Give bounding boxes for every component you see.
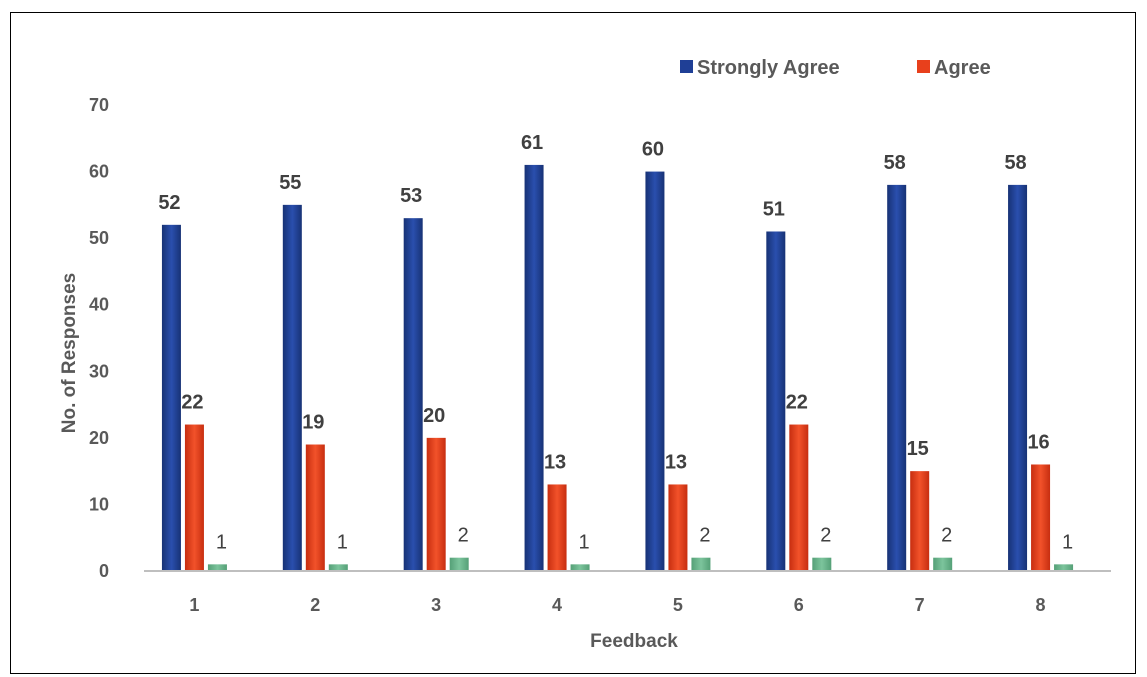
data-label: 52: [158, 192, 180, 214]
bar: [1054, 564, 1074, 571]
bar: [933, 557, 953, 571]
bar: [570, 564, 590, 571]
data-label: 19: [302, 412, 324, 434]
bar: [691, 557, 711, 571]
data-label: 2: [820, 525, 831, 547]
data-label: 53: [400, 185, 422, 207]
bar: [282, 204, 302, 571]
bar: [668, 484, 688, 571]
data-label: 2: [699, 525, 710, 547]
legend: Strongly Agree Agree: [680, 57, 991, 79]
bar-chart: Strongly Agree Agree No. of Responses Fe…: [59, 57, 1111, 652]
bar: [328, 564, 348, 571]
data-label: 1: [579, 531, 590, 553]
bar: [449, 557, 469, 571]
bar: [1008, 184, 1028, 571]
legend-swatch-strongly-agree: [680, 60, 693, 73]
y-axis-title: No. of Responses: [59, 273, 80, 433]
x-tick-label: 5: [673, 595, 683, 615]
x-tick-label: 1: [189, 595, 199, 615]
bar: [305, 444, 325, 571]
bar: [524, 164, 544, 571]
bar: [789, 424, 809, 571]
data-label: 13: [665, 451, 687, 473]
y-tick-label: 10: [89, 494, 109, 514]
x-tick-label: 6: [794, 595, 804, 615]
x-tick-label: 2: [310, 595, 320, 615]
legend-label-strongly-agree: Strongly Agree: [697, 57, 840, 79]
data-label: 60: [642, 139, 664, 161]
data-label: 22: [181, 392, 203, 414]
y-axis-ticks: 0 10 20 30 40 50 60 70: [89, 95, 109, 581]
bar: [207, 564, 227, 571]
bar: [184, 424, 204, 571]
x-tick-label: 8: [1036, 595, 1046, 615]
data-label: 1: [1062, 531, 1073, 553]
data-label: 16: [1027, 431, 1049, 453]
chart-frame: Strongly Agree Agree No. of Responses Fe…: [10, 12, 1136, 674]
data-label: 55: [279, 172, 301, 194]
y-tick-label: 50: [89, 228, 109, 248]
legend-item-agree: Agree: [917, 57, 991, 79]
x-tick-label: 4: [552, 595, 562, 615]
data-label: 51: [763, 198, 785, 220]
data-label: 22: [786, 392, 808, 414]
bars: [161, 164, 1074, 572]
bar: [1031, 464, 1051, 571]
data-label: 61: [521, 132, 543, 154]
bar: [812, 557, 832, 571]
y-tick-label: 40: [89, 295, 109, 315]
x-tick-label: 7: [915, 595, 925, 615]
y-tick-label: 70: [89, 95, 109, 115]
legend-item-strongly-agree: Strongly Agree: [680, 57, 840, 79]
bar: [426, 437, 446, 571]
bar: [161, 224, 181, 572]
bar: [645, 171, 665, 572]
bar: [766, 231, 786, 571]
x-tick-label: 3: [431, 595, 441, 615]
bar: [910, 471, 930, 571]
data-label: 13: [544, 451, 566, 473]
y-tick-label: 30: [89, 361, 109, 381]
data-label: 20: [423, 405, 445, 427]
legend-label-agree: Agree: [934, 57, 991, 79]
data-label: 2: [458, 525, 469, 547]
bar: [403, 218, 423, 571]
data-label: 1: [216, 531, 227, 553]
bar: [547, 484, 567, 571]
x-axis-ticks: 1 2 3 4 5 6 7 8: [189, 595, 1045, 615]
data-label: 2: [941, 525, 952, 547]
y-tick-label: 0: [99, 561, 109, 581]
bar: [887, 184, 907, 571]
legend-swatch-agree: [917, 60, 930, 73]
x-axis-title: Feedback: [590, 631, 678, 652]
data-label: 58: [884, 152, 906, 174]
y-tick-label: 60: [89, 162, 109, 182]
data-label: 15: [907, 438, 929, 460]
data-label: 1: [337, 531, 348, 553]
data-label: 58: [1004, 152, 1026, 174]
y-tick-label: 20: [89, 428, 109, 448]
